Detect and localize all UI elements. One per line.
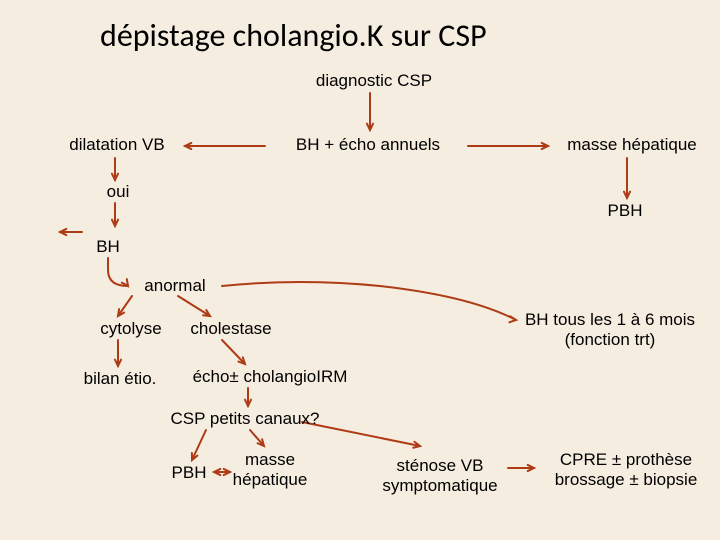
chart-title: dépistage cholangio.K sur CSP (100, 16, 487, 55)
node-massehep2: masse hépatique (220, 448, 320, 492)
node-bhecho: BH + écho annuels (268, 134, 468, 156)
node-massehep1: masse hépatique (552, 134, 712, 156)
node-stenose: sténose VB symptomatique (370, 446, 510, 506)
node-cpre: CPRE ± prothèse brossage ± biopsie (536, 448, 716, 492)
node-anormal: anormal (130, 276, 220, 296)
node-dilat: dilatation VB (52, 134, 182, 156)
node-cholestase: cholestase (176, 318, 286, 340)
node-oui: oui (98, 182, 138, 202)
node-bh: BH (90, 236, 126, 258)
node-cytolyse: cytolyse (86, 318, 176, 340)
node-pbh2: PBH (166, 462, 212, 484)
node-bilan: bilan étio. (70, 368, 170, 390)
node-bhtous: BH tous les 1 à 6 mois (fonction trt) (520, 308, 700, 352)
node-echoirm: écho± cholangioIRM (170, 366, 370, 388)
node-diag: diagnostic CSP (294, 70, 454, 92)
node-pbh1: PBH (600, 200, 650, 222)
node-cspq: CSP petits canaux? (150, 408, 340, 430)
